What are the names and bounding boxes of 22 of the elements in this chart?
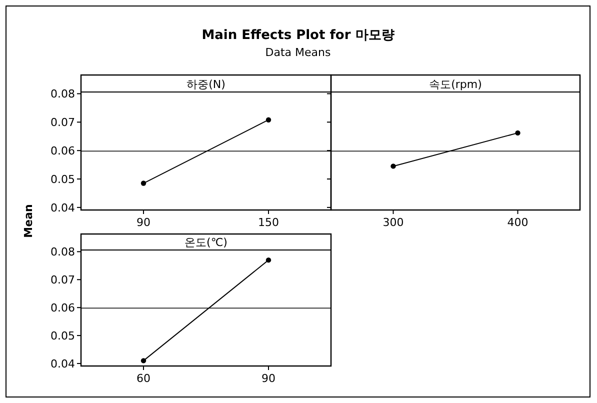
y-tick-label: 0.05 bbox=[50, 329, 75, 342]
x-axis-title: 온도(℃) bbox=[184, 236, 228, 249]
x-tick-label: 90 bbox=[136, 216, 150, 229]
x-tick-label: 150 bbox=[258, 216, 279, 229]
y-tick-label: 0.06 bbox=[50, 301, 75, 314]
chart-subtitle: Data Means bbox=[265, 46, 331, 59]
x-tick-label: 400 bbox=[507, 216, 528, 229]
y-tick-label: 0.07 bbox=[50, 116, 75, 129]
y-axis-title: Mean bbox=[22, 204, 35, 238]
x-tick-label: 60 bbox=[136, 372, 150, 385]
y-tick-label: 0.04 bbox=[50, 201, 75, 214]
x-axis-title: 속도(rpm) bbox=[429, 78, 482, 91]
y-tick-label: 0.07 bbox=[50, 273, 75, 286]
x-tick-label: 90 bbox=[262, 372, 276, 385]
x-tick-label: 300 bbox=[382, 216, 404, 229]
x-axis-title: 하중(N) bbox=[186, 78, 226, 91]
y-tick-label: 0.04 bbox=[50, 357, 75, 370]
y-tick-label: 0.05 bbox=[50, 172, 75, 186]
y-tick-label: 0.08 bbox=[50, 246, 75, 259]
y-tick-label: 0.06 bbox=[50, 144, 75, 158]
y-tick-label: 0.08 bbox=[50, 88, 75, 101]
chart-title: Main Effects Plot for 마모량 bbox=[202, 28, 394, 43]
